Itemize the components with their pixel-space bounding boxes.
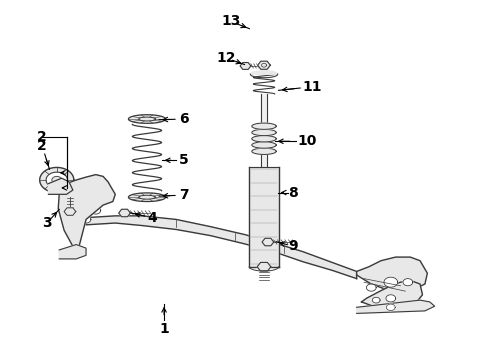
Polygon shape — [257, 61, 270, 69]
Polygon shape — [257, 262, 270, 271]
Text: 1: 1 — [159, 322, 168, 336]
Polygon shape — [356, 300, 434, 314]
Polygon shape — [366, 284, 375, 291]
Text: 2: 2 — [37, 130, 47, 144]
Text: 5: 5 — [178, 153, 188, 167]
Text: 8: 8 — [288, 185, 298, 199]
Polygon shape — [128, 193, 165, 202]
Polygon shape — [91, 207, 101, 214]
Polygon shape — [251, 136, 276, 142]
Polygon shape — [52, 176, 61, 184]
Text: 11: 11 — [302, 80, 321, 94]
Text: 7: 7 — [179, 188, 188, 202]
Polygon shape — [78, 189, 94, 200]
Polygon shape — [58, 175, 115, 257]
Polygon shape — [383, 277, 397, 287]
Polygon shape — [385, 295, 395, 302]
Polygon shape — [73, 207, 82, 214]
Polygon shape — [402, 279, 412, 286]
Polygon shape — [262, 238, 273, 246]
Text: 12: 12 — [216, 51, 235, 65]
Text: 9: 9 — [288, 239, 298, 253]
Polygon shape — [240, 63, 250, 69]
Text: 10: 10 — [297, 134, 316, 148]
Polygon shape — [249, 167, 278, 267]
Polygon shape — [59, 244, 86, 259]
Polygon shape — [40, 167, 74, 193]
Polygon shape — [251, 142, 276, 148]
Polygon shape — [250, 71, 277, 74]
Text: 3: 3 — [42, 216, 52, 230]
Polygon shape — [371, 297, 379, 303]
Text: 2: 2 — [37, 139, 47, 153]
Text: 13: 13 — [221, 14, 240, 28]
Polygon shape — [251, 123, 276, 129]
Polygon shape — [46, 172, 67, 188]
Polygon shape — [64, 208, 76, 215]
Polygon shape — [81, 216, 91, 223]
Polygon shape — [386, 304, 394, 311]
Polygon shape — [71, 184, 101, 205]
Text: 4: 4 — [147, 211, 157, 225]
Polygon shape — [251, 129, 276, 136]
Polygon shape — [356, 257, 427, 291]
Polygon shape — [251, 148, 276, 154]
Polygon shape — [48, 178, 73, 194]
Polygon shape — [53, 184, 63, 192]
Polygon shape — [261, 94, 266, 167]
Polygon shape — [119, 209, 130, 217]
Polygon shape — [128, 115, 165, 123]
Polygon shape — [86, 216, 356, 279]
Polygon shape — [361, 280, 422, 309]
Text: 6: 6 — [179, 112, 188, 126]
Polygon shape — [61, 250, 71, 257]
